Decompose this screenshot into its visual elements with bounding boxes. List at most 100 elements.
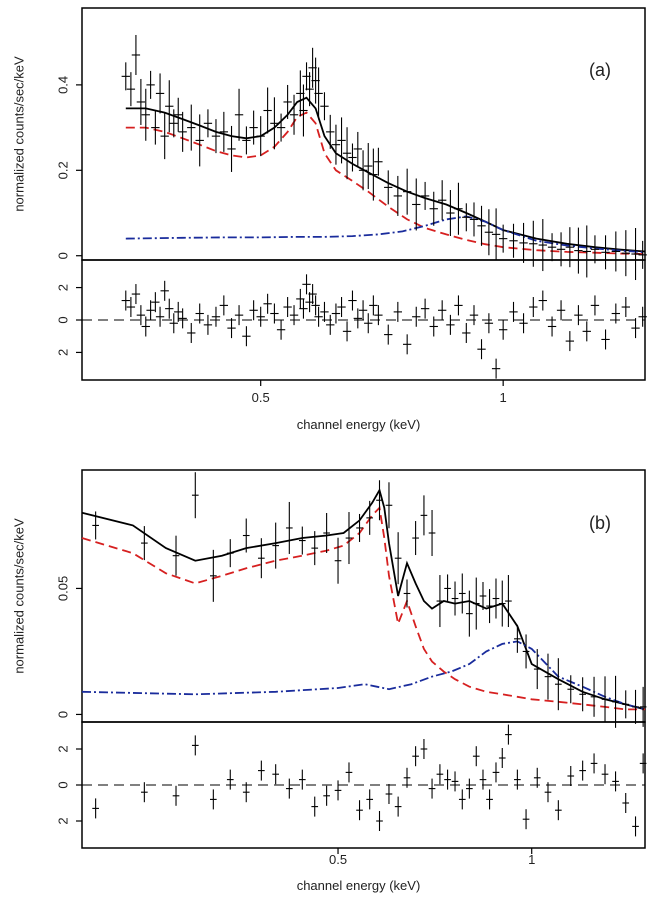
data-point: [270, 97, 279, 150]
series-line-3: [125, 215, 646, 254]
data-point: [289, 94, 299, 135]
residual-point: [556, 300, 566, 321]
residual-point: [590, 295, 600, 316]
residual-point: [203, 314, 213, 335]
data-point: [334, 537, 342, 584]
data-point: [486, 589, 493, 624]
residual-point: [353, 308, 362, 329]
data-point: [472, 577, 480, 630]
y-tick-label: 0: [55, 711, 70, 718]
residual-point: [331, 303, 341, 324]
data-point: [412, 521, 419, 556]
residual-point: [136, 305, 146, 326]
residual-point: [146, 300, 155, 321]
residual-point: [311, 796, 319, 817]
residual-point: [393, 301, 403, 322]
data-point: [621, 230, 631, 277]
residual-point: [358, 300, 368, 321]
data-point: [544, 653, 552, 700]
chart-panel-2: 0 0.05 2 0 2 0.5 1 channel energy (keV) normaliz…: [11, 469, 647, 893]
data-point: [565, 227, 575, 268]
data-point: [466, 590, 473, 637]
residual-point: [131, 284, 141, 305]
data-point: [505, 575, 512, 628]
data-point: [462, 203, 471, 232]
data-point: [522, 634, 530, 669]
residual-point: [639, 753, 647, 774]
data-point: [342, 127, 352, 180]
data-point: [92, 511, 99, 540]
data-point: [283, 84, 292, 119]
residual-point: [538, 290, 547, 311]
chart-panel-1: 0 0.2 0.4 2 0 2 0.5 1 channel energy (keV) normal…: [11, 7, 647, 432]
residual-point: [258, 760, 265, 781]
data-point: [366, 500, 374, 535]
residual-point: [285, 778, 293, 799]
residual-point: [242, 782, 250, 803]
residual-point: [92, 798, 99, 819]
data-point: [533, 649, 541, 690]
data-point: [529, 220, 538, 267]
data-point: [601, 676, 609, 723]
residual-point: [472, 746, 480, 767]
data-point: [376, 480, 383, 521]
residual-point: [195, 303, 204, 324]
series-line-3: [81, 640, 646, 711]
residual-point: [323, 785, 330, 806]
residual-point: [519, 313, 528, 334]
residual-point: [234, 305, 244, 326]
data-point: [429, 191, 438, 226]
residual-point: [529, 297, 538, 318]
data-point: [590, 235, 600, 264]
data-point: [320, 92, 329, 121]
residual-point: [283, 297, 292, 318]
series-line-1: [81, 487, 646, 711]
residual-point: [126, 297, 136, 318]
y-axis-label: normalized counts/sec/keV: [11, 518, 26, 674]
data-point: [165, 80, 174, 133]
residual-point: [141, 316, 150, 337]
data-point: [178, 111, 187, 152]
residual-point: [533, 767, 541, 788]
data-point: [219, 111, 229, 152]
data-point: [187, 104, 196, 151]
residual-point: [505, 724, 512, 745]
residual-tick-label: 2: [55, 817, 70, 824]
x-tick-label: 1: [500, 390, 507, 405]
residual-point: [276, 319, 286, 340]
residual-point: [621, 297, 631, 318]
residual-point: [412, 746, 419, 767]
residual-point: [544, 782, 552, 803]
residual-point: [211, 306, 221, 327]
data-point: [632, 689, 639, 724]
residual-point: [590, 753, 598, 774]
residual-point: [302, 274, 311, 295]
data-point: [454, 182, 463, 235]
data-point: [446, 190, 455, 237]
residual-point: [227, 318, 236, 339]
residual-point: [565, 331, 575, 352]
data-point: [258, 538, 265, 579]
data-point: [311, 531, 319, 566]
data-point: [234, 88, 244, 141]
residual-tick-label: 2: [55, 745, 70, 752]
residual-point: [638, 306, 647, 327]
data-point: [131, 34, 141, 75]
data-point: [498, 224, 508, 253]
residual-point: [314, 306, 323, 327]
residual-point: [428, 778, 436, 799]
data-point: [364, 143, 373, 190]
residual-point: [366, 789, 374, 810]
data-point: [582, 225, 591, 278]
residual-point: [141, 782, 148, 803]
data-point: [174, 97, 183, 132]
residual-point: [385, 784, 393, 804]
residual-point: [172, 785, 180, 806]
y-tick-label: 0.4: [55, 76, 70, 94]
data-point: [477, 205, 486, 246]
data-point: [469, 202, 479, 237]
data-point: [298, 526, 306, 555]
residual-point: [446, 314, 455, 335]
x-axis-label: channel energy (keV): [297, 417, 421, 432]
